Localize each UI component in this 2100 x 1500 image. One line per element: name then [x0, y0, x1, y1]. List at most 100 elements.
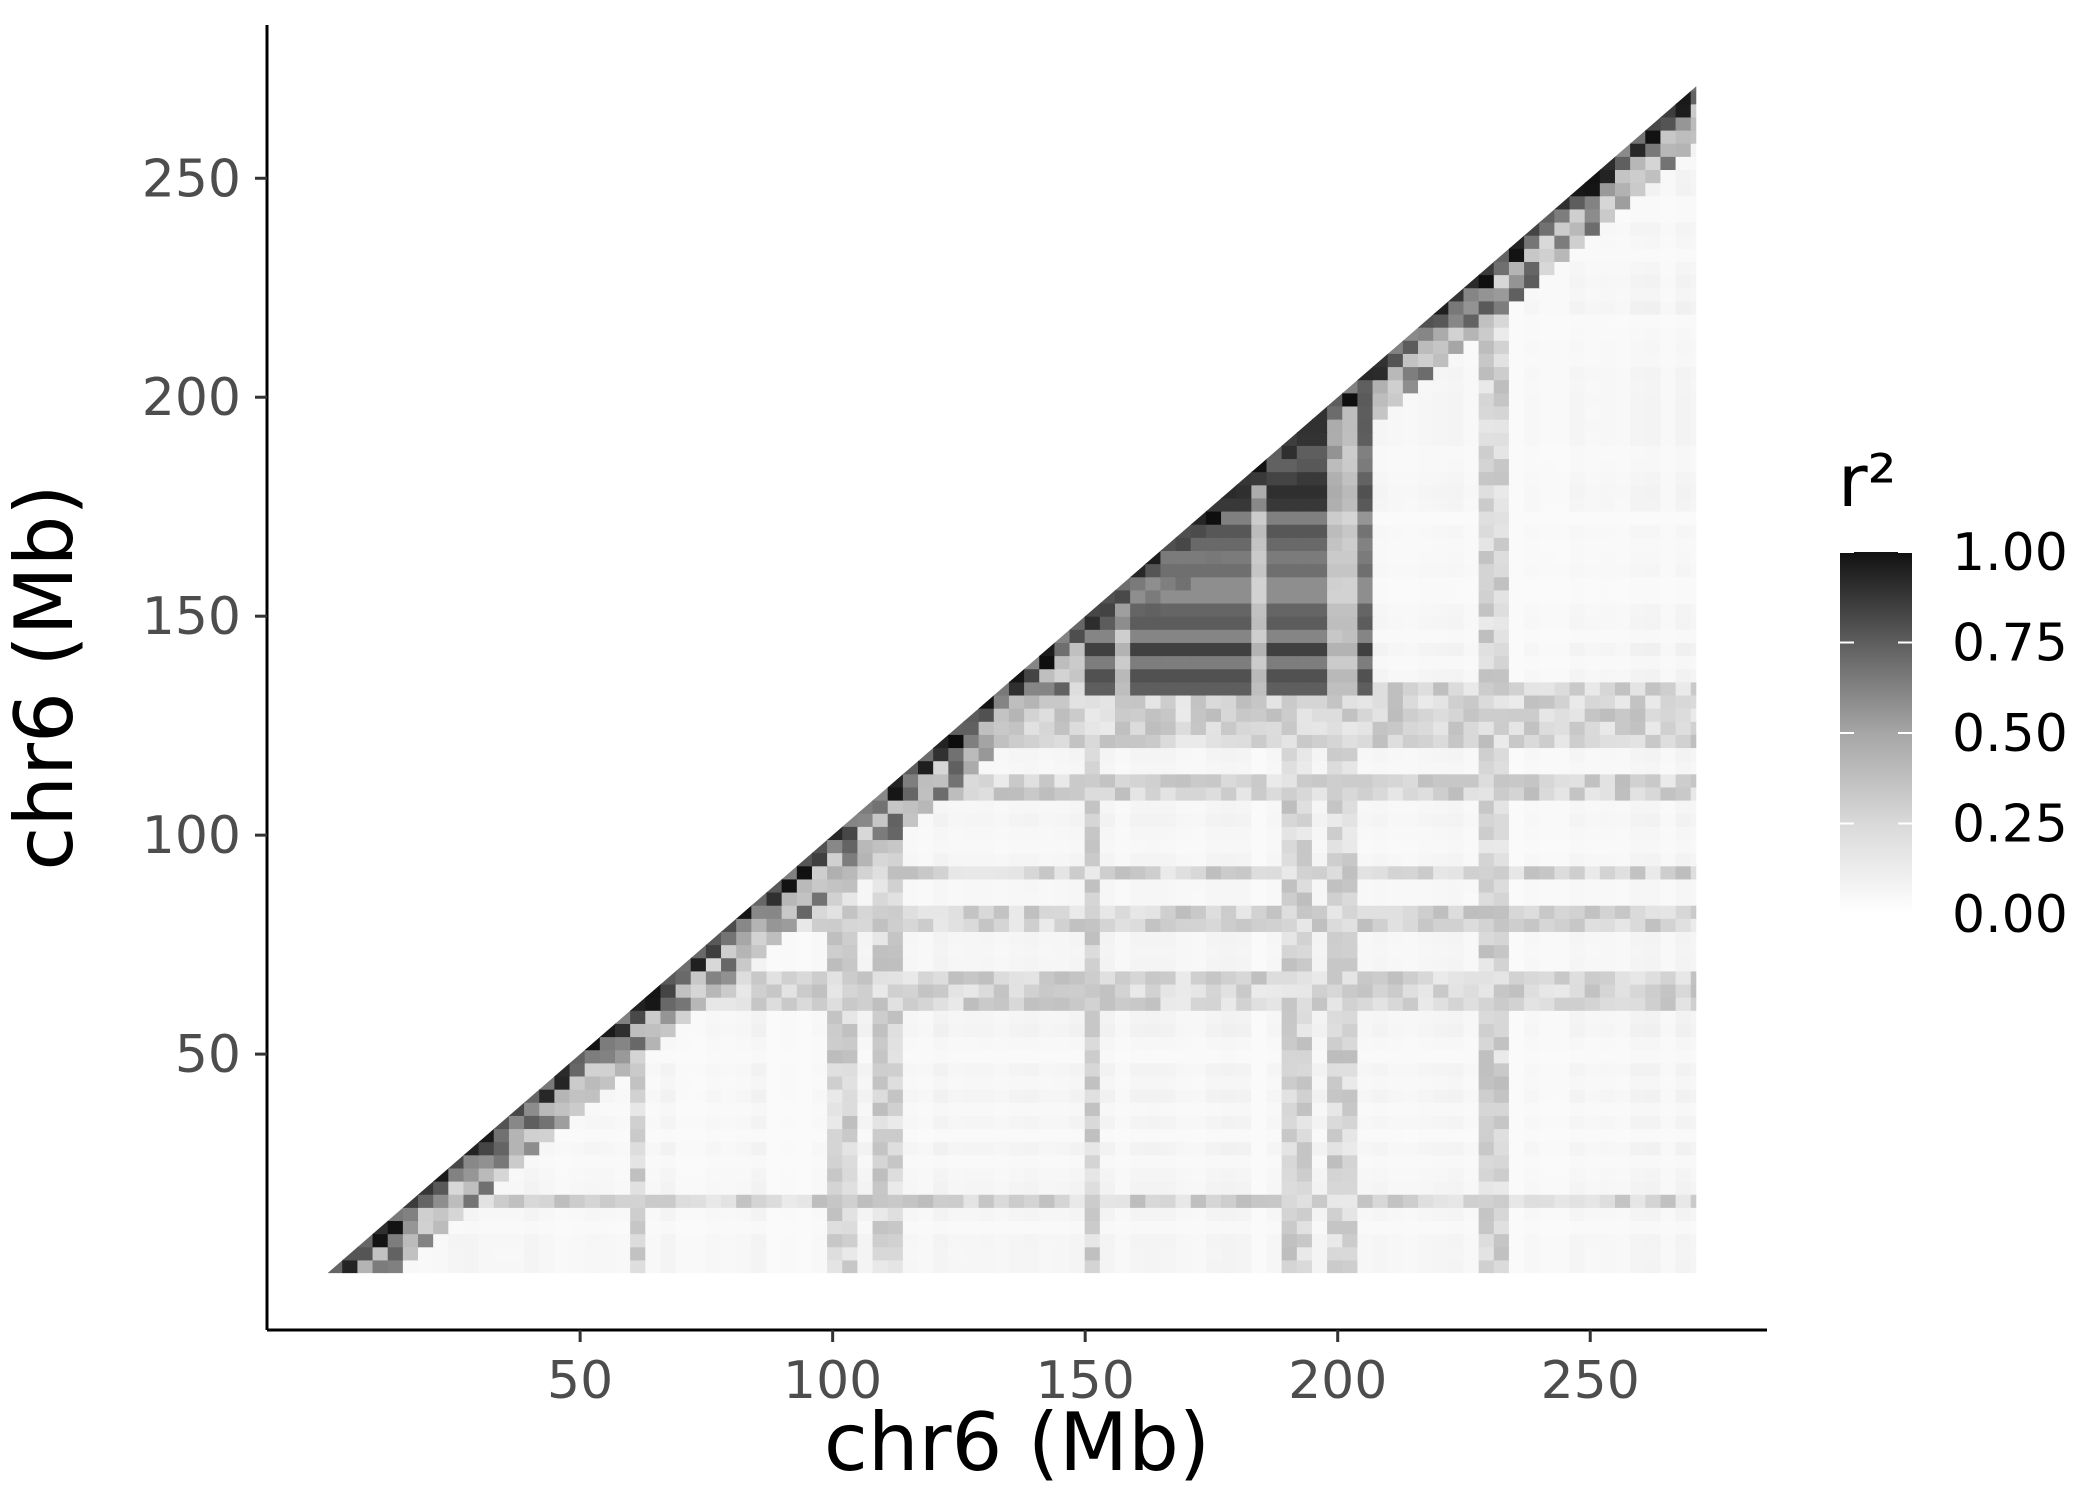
heatmap-cell: [1493, 615, 1510, 630]
heatmap-cell: [1660, 1220, 1677, 1235]
heatmap-cell: [736, 930, 753, 946]
heatmap-cell: [1357, 825, 1374, 841]
heatmap-cell: [1569, 1259, 1586, 1274]
heatmap-cell: [1327, 1220, 1344, 1235]
heatmap-cell: [569, 1206, 586, 1222]
heatmap-cell: [1357, 484, 1374, 499]
heatmap-cell: [1660, 1206, 1677, 1222]
heatmap-cell: [1675, 602, 1692, 617]
heatmap-cell: [1008, 852, 1026, 867]
heatmap-cell: [781, 1220, 798, 1235]
heatmap-cell: [660, 1114, 677, 1130]
heatmap-cell: [1190, 747, 1207, 762]
heatmap-cell: [1266, 1062, 1283, 1077]
heatmap-cell: [1554, 1180, 1571, 1195]
heatmap-cell: [827, 839, 844, 854]
heatmap-cell: [1645, 313, 1662, 328]
heatmap-cell: [1387, 563, 1404, 578]
heatmap-cell: [933, 1193, 950, 1208]
heatmap-cell: [872, 1088, 889, 1103]
heatmap-cell: [1342, 655, 1359, 670]
heatmap-cell: [842, 1128, 859, 1143]
heatmap-cell: [1478, 760, 1495, 775]
heatmap-cell: [1221, 602, 1238, 617]
heatmap-cell: [857, 1246, 874, 1261]
heatmap-cell: [645, 1009, 662, 1024]
heatmap-cell: [1614, 352, 1632, 368]
heatmap-cell: [1160, 957, 1177, 972]
heatmap-cell: [1054, 1088, 1071, 1103]
heatmap-cell: [1675, 799, 1692, 814]
heatmap-cell: [1387, 458, 1404, 473]
heatmap-cell: [1372, 589, 1389, 604]
heatmap-cell: [1463, 405, 1480, 420]
heatmap-cell: [645, 1167, 662, 1182]
heatmap-cell: [1569, 760, 1586, 775]
heatmap-cell: [1311, 589, 1329, 604]
heatmap-cell: [524, 1233, 541, 1248]
heatmap-cell: [1221, 1246, 1238, 1261]
heatmap-cell: [1205, 1167, 1223, 1182]
heatmap-cell: [1160, 1062, 1177, 1077]
heatmap-cell: [1418, 576, 1435, 591]
heatmap-cell: [1463, 1075, 1480, 1090]
heatmap-cell: [993, 917, 1010, 932]
heatmap-cell: [1084, 1062, 1101, 1077]
heatmap-cell: [1387, 550, 1404, 565]
heatmap-cell: [1099, 839, 1116, 854]
heatmap-cell: [1690, 1009, 1697, 1024]
heatmap-cell: [1448, 733, 1465, 749]
heatmap-cell: [1645, 326, 1662, 341]
heatmap-cell: [1569, 615, 1586, 630]
x-tick-label: 200: [1288, 1351, 1387, 1411]
heatmap-cell: [1539, 720, 1556, 735]
heatmap-cell: [1614, 1259, 1632, 1274]
heatmap-cell: [781, 1049, 798, 1064]
heatmap-cell: [1130, 1180, 1147, 1195]
heatmap-cell: [1690, 773, 1697, 788]
heatmap-cell: [1554, 523, 1571, 538]
heatmap-cell: [857, 891, 874, 906]
heatmap-cell: [933, 970, 950, 985]
heatmap-cell: [827, 891, 844, 906]
heatmap-cell: [1690, 799, 1697, 814]
heatmap-cell: [1645, 208, 1662, 223]
heatmap-cell: [1660, 1141, 1677, 1156]
heatmap-cell: [1357, 471, 1374, 486]
heatmap-cell: [1508, 760, 1526, 775]
heatmap-cell: [493, 1220, 510, 1235]
heatmap-cell: [1493, 536, 1510, 552]
heatmap-cell: [1175, 1049, 1192, 1064]
heatmap-cell: [1508, 1114, 1526, 1130]
heatmap-cell: [1402, 628, 1420, 643]
heatmap-cell: [1372, 1259, 1389, 1274]
heatmap-cell: [933, 1101, 950, 1116]
heatmap-cell: [1675, 707, 1692, 722]
heatmap-cell: [675, 1049, 692, 1064]
heatmap-cell: [766, 1062, 783, 1077]
heatmap-cell: [1584, 418, 1601, 433]
heatmap-cell: [827, 904, 844, 919]
heatmap-cell: [1190, 1180, 1207, 1195]
heatmap-cell: [1690, 1049, 1697, 1064]
heatmap-cell: [1008, 878, 1026, 893]
heatmap-cell: [766, 1075, 783, 1090]
heatmap-cell: [902, 1062, 920, 1077]
heatmap-cell: [1418, 655, 1435, 670]
heatmap-cell: [1433, 366, 1450, 381]
heatmap-cell: [1160, 1022, 1177, 1038]
heatmap-cell: [1205, 917, 1223, 932]
heatmap-cell: [1236, 1233, 1253, 1248]
heatmap-cell: [1645, 668, 1662, 683]
heatmap-cell: [1478, 1049, 1495, 1064]
heatmap-cell: [1342, 615, 1359, 630]
heatmap-cell: [1569, 733, 1586, 749]
heatmap-cell: [1599, 1193, 1616, 1208]
heatmap-cell: [1251, 1009, 1268, 1024]
heatmap-cell: [1084, 681, 1101, 696]
heatmap-cell: [1084, 904, 1101, 919]
heatmap-cell: [1630, 878, 1647, 893]
heatmap-cell: [1524, 431, 1541, 446]
heatmap-cell: [1630, 707, 1647, 722]
heatmap-cell: [1584, 550, 1601, 565]
